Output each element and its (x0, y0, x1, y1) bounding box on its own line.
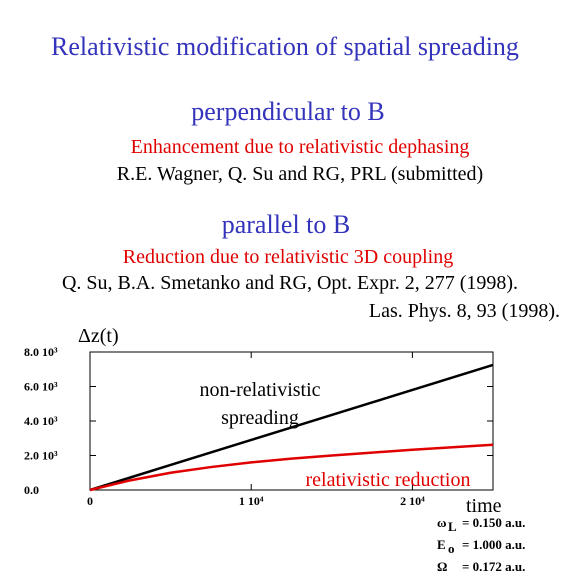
x-tick-label: 0 (87, 494, 93, 508)
y-tick-label: 6.0 10³ (24, 380, 58, 394)
param-value: = 0.150 a.u. (462, 515, 525, 530)
annotation: non-relativistic (199, 379, 320, 401)
subtitle: Reduction due to relativistic 3D couplin… (123, 246, 454, 268)
x-tick-label: 2 10⁴ (400, 494, 425, 508)
data-line (89, 363, 494, 492)
annotation: relativistic reduction (306, 469, 471, 491)
param-subscript: L (448, 519, 457, 534)
param-value: = 1.000 a.u. (462, 537, 525, 552)
param-symbol: ω (437, 515, 447, 530)
title: Relativistic modification of spatial spr… (51, 32, 519, 61)
param-subscript: o (448, 541, 455, 556)
annotation: spreading (221, 407, 299, 429)
y-tick-label: 8.0 10³ (24, 345, 58, 359)
y-axis-label: Δz(t) (78, 325, 119, 347)
y-tick-label: 4.0 10³ (24, 414, 58, 428)
x-tick-label: 1 10⁴ (239, 494, 264, 508)
heading: perpendicular to B (191, 97, 385, 126)
citation: Las. Phys. 8, 93 (1998). (369, 300, 560, 322)
citation: Q. Su, B.A. Smetanko and RG, Opt. Expr. … (62, 272, 518, 294)
subtitle: Enhancement due to relativistic dephasin… (131, 136, 470, 158)
y-tick-label: 0.0 (24, 483, 39, 497)
citation: R.E. Wagner, Q. Su and RG, PRL (submitte… (117, 163, 483, 185)
y-tick-label: 2.0 10³ (24, 449, 58, 463)
param-symbol: Ω (437, 559, 447, 574)
heading: parallel to B (222, 210, 351, 239)
x-axis-label: time (466, 495, 502, 517)
param-symbol: E (437, 537, 446, 552)
param-value: = 0.172 a.u. (462, 559, 525, 574)
data-line (89, 443, 494, 492)
